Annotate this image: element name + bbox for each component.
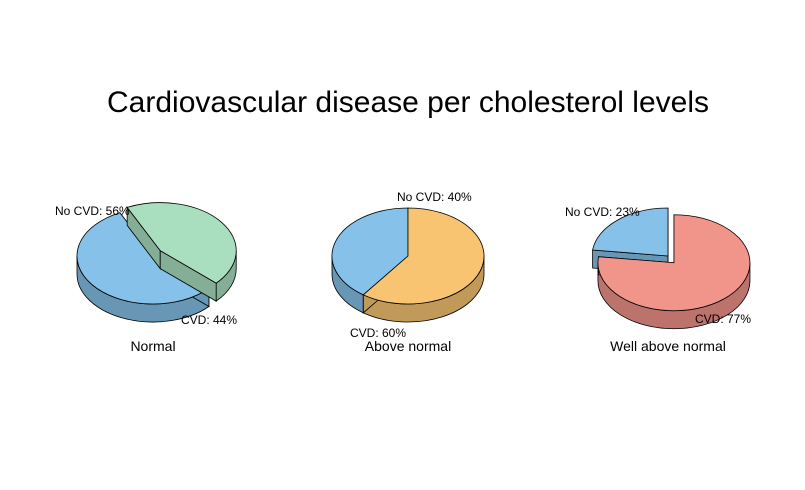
chart-title: Cardiovascular disease per cholesterol l… bbox=[107, 86, 709, 119]
pie-chart-2: No CVD: 40% CVD: 60%Above normal bbox=[331, 190, 485, 354]
slice-label: CVD: 44% bbox=[181, 313, 237, 327]
slice-label: CVD: 77% bbox=[695, 312, 751, 326]
pie-slice-cvd bbox=[362, 207, 485, 305]
category-label: Well above normal bbox=[610, 338, 726, 354]
pie-slice-no-cvd bbox=[592, 207, 669, 257]
pie-group: No CVD: 56% CVD: 44% Normal No CVD: 40% CVD:… bbox=[55, 190, 751, 354]
slice-label: No CVD: 23% bbox=[565, 205, 640, 219]
slice-label: CVD: 60% bbox=[350, 326, 406, 340]
slice-label: No CVD: 40% bbox=[397, 190, 472, 204]
slice-label: No CVD: 56% bbox=[55, 204, 130, 218]
pie-slice-cvd bbox=[126, 202, 237, 284]
pie-slice-no-cvd bbox=[331, 207, 409, 296]
category-label: Above normal bbox=[365, 338, 451, 354]
pie-slice-cvd bbox=[597, 214, 751, 312]
pie-chart-1: No CVD: 56% CVD: 44% Normal bbox=[55, 202, 237, 354]
category-label: Normal bbox=[130, 338, 175, 354]
pie-chart-3: No CVD: 23% CVD: 77% Well above normal bbox=[565, 205, 751, 354]
pie-slice-no-cvd bbox=[76, 212, 210, 305]
